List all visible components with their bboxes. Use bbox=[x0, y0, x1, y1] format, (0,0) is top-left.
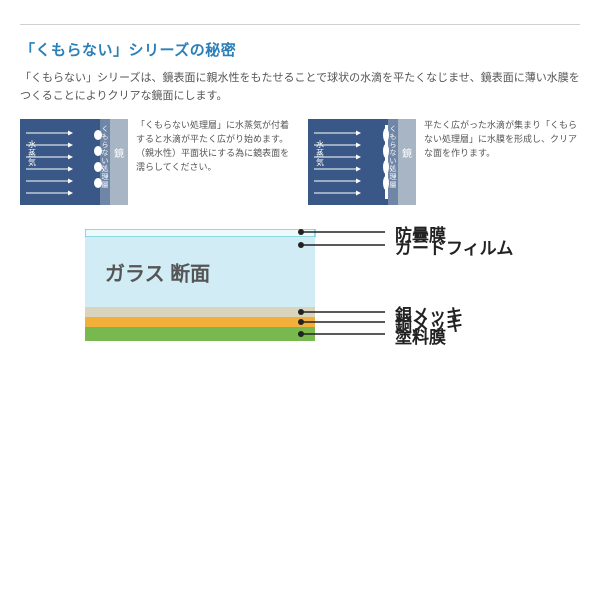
svg-text:気: 気 bbox=[28, 157, 36, 167]
cross-section-diagram: ガラス 断面防曇膜ガードフィルム銀メッキ銅メッキ塗料膜 bbox=[85, 229, 515, 344]
explanatory-panels: 水蒸気くもらない処理層鏡 「くもらない処理層」に水蒸気が付着すると水滴が平たく広… bbox=[20, 119, 580, 205]
svg-text:い: い bbox=[390, 157, 397, 165]
svg-text:処: 処 bbox=[390, 164, 397, 173]
panel-after-text: 平たく広がった水滴が集まり「くもらない処理層」に水膜を形成し、クリアな面を作りま… bbox=[424, 119, 580, 161]
svg-text:水: 水 bbox=[316, 139, 324, 149]
svg-text:蒸: 蒸 bbox=[28, 148, 36, 158]
svg-text:鏡: 鏡 bbox=[402, 147, 412, 160]
svg-text:な: な bbox=[390, 149, 397, 157]
layer-label: ガードフィルム bbox=[395, 234, 513, 259]
svg-text:処: 処 bbox=[102, 164, 109, 173]
svg-text:ガラス 断面: ガラス 断面 bbox=[105, 262, 210, 286]
svg-text:ら: ら bbox=[390, 141, 397, 149]
svg-text:く: く bbox=[102, 125, 109, 133]
svg-text:気: 気 bbox=[316, 157, 324, 167]
lead-paragraph: 「くもらない」シリーズは、鏡表面に親水性をもたせることで球状の水滴を平たくなじま… bbox=[20, 70, 580, 105]
svg-text:な: な bbox=[102, 149, 109, 157]
svg-text:も: も bbox=[102, 133, 109, 141]
diagram-before: 水蒸気 くもらない処理層 鏡 bbox=[20, 119, 128, 205]
svg-text:理: 理 bbox=[102, 173, 109, 181]
svg-text:ら: ら bbox=[102, 141, 109, 149]
diagram-after: 水蒸気 くもらない処理層 鏡 bbox=[308, 119, 416, 205]
svg-text:く: く bbox=[390, 125, 397, 133]
panel-before: 水蒸気 くもらない処理層 鏡 「くもらない処理層」に水蒸気が付着すると水滴が平たく広… bbox=[20, 119, 292, 205]
svg-text:理: 理 bbox=[390, 173, 397, 181]
svg-text:層: 層 bbox=[102, 181, 109, 189]
svg-text:層: 層 bbox=[390, 181, 397, 189]
svg-text:い: い bbox=[102, 157, 109, 165]
svg-text:水: 水 bbox=[28, 139, 36, 149]
svg-text:蒸: 蒸 bbox=[316, 148, 324, 158]
page-title: 「くもらない」シリーズの秘密 bbox=[20, 39, 580, 60]
title-row: 「くもらない」シリーズの秘密 bbox=[20, 24, 580, 60]
svg-text:鏡: 鏡 bbox=[114, 147, 124, 160]
svg-text:も: も bbox=[390, 133, 397, 141]
layer-label: 塗料膜 bbox=[395, 323, 446, 348]
panel-after: 水蒸気 くもらない処理層 鏡 平たく広がった水滴が集まり「くもらない処理層」に水膜を… bbox=[308, 119, 580, 205]
panel-before-text: 「くもらない処理層」に水蒸気が付着すると水滴が平たく広がり始めます。（親水性）平… bbox=[136, 119, 292, 175]
cross-section-svg: ガラス 断面 bbox=[85, 229, 385, 344]
